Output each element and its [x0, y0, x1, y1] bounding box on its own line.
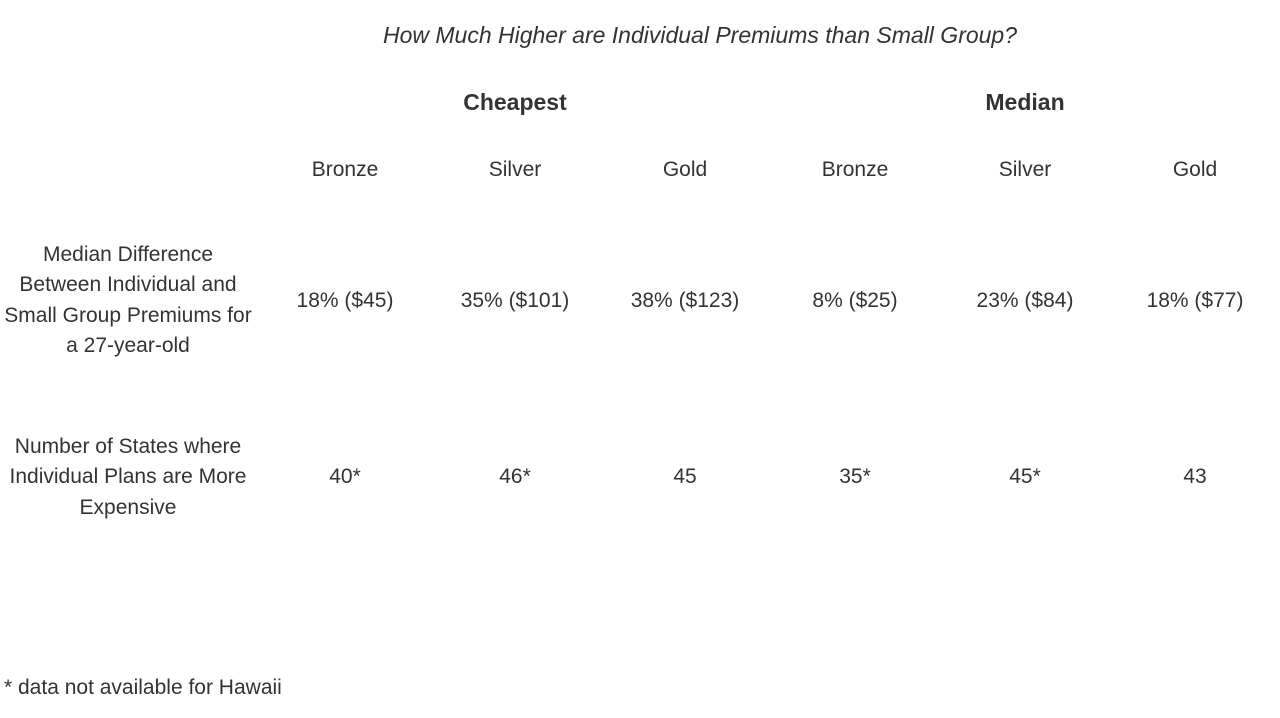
table-row: Median Difference Between Individual and…: [0, 240, 1280, 432]
row-label: Number of States where Individual Plans …: [0, 432, 260, 523]
footnote: * data not available for Hawaii: [4, 676, 282, 700]
group-header-cheapest: Cheapest: [260, 89, 770, 158]
table-cell: 23% ($84): [940, 240, 1110, 432]
col-header: Bronze: [260, 158, 430, 240]
col-header: Silver: [430, 158, 600, 240]
table-cell: 35% ($101): [430, 240, 600, 432]
table-cell: 45: [600, 432, 770, 523]
table-title: How Much Higher are Individual Premiums …: [0, 0, 1280, 89]
sub-header-row: Bronze Silver Gold Bronze Silver Gold: [0, 158, 1280, 240]
group-header-median: Median: [770, 89, 1280, 158]
table-cell: 40*: [260, 432, 430, 523]
col-header: Gold: [600, 158, 770, 240]
premium-comparison-table: Cheapest Median Bronze Silver Gold Bronz…: [0, 89, 1280, 523]
table-cell: 18% ($77): [1110, 240, 1280, 432]
table-row: Number of States where Individual Plans …: [0, 432, 1280, 523]
table-cell: 8% ($25): [770, 240, 940, 432]
table-cell: 38% ($123): [600, 240, 770, 432]
col-header: Gold: [1110, 158, 1280, 240]
table-cell: 46*: [430, 432, 600, 523]
col-header: Silver: [940, 158, 1110, 240]
group-header-row: Cheapest Median: [0, 89, 1280, 158]
table-cell: 35*: [770, 432, 940, 523]
row-label: Median Difference Between Individual and…: [0, 240, 260, 432]
table-cell: 18% ($45): [260, 240, 430, 432]
table-cell: 43: [1110, 432, 1280, 523]
col-header: Bronze: [770, 158, 940, 240]
table-cell: 45*: [940, 432, 1110, 523]
